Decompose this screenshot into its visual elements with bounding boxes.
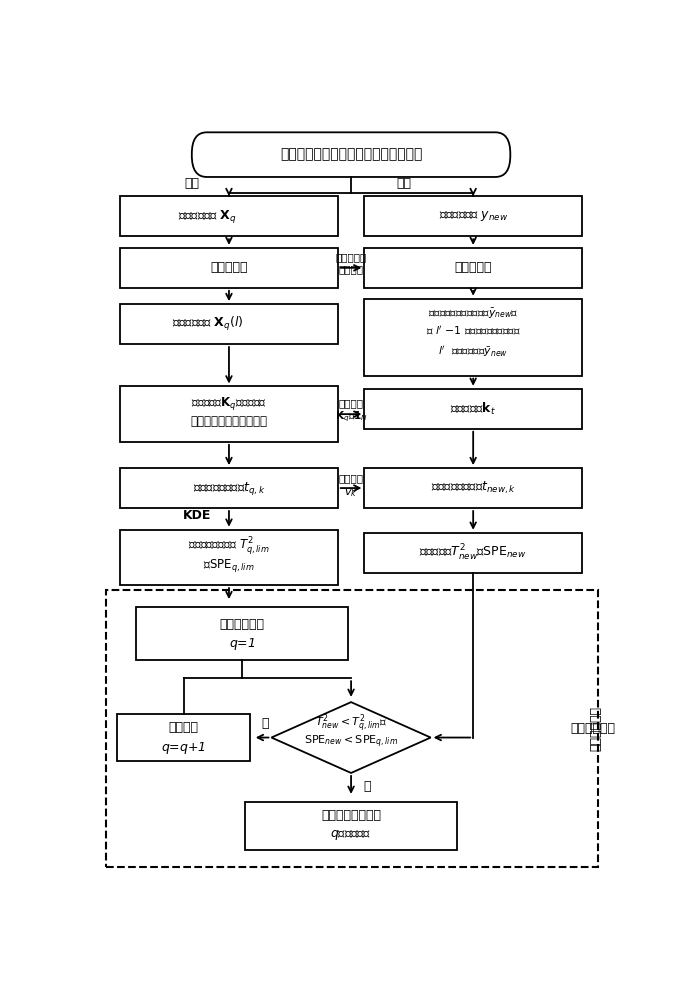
Text: 及$\mathrm{SPE}_{q,lim}$: 及$\mathrm{SPE}_{q,lim}$ — [203, 557, 255, 574]
Text: 标准化处理: 标准化处理 — [454, 261, 492, 274]
Bar — [120, 530, 338, 585]
Text: $\mathrm{SPE}_{new}<\mathrm{SPE}_{q,lim}$: $\mathrm{SPE}_{new}<\mathrm{SPE}_{q,lim}… — [304, 734, 398, 750]
Polygon shape — [271, 702, 431, 773]
Bar — [364, 389, 582, 429]
Text: 提取非线性主成分$t_{new,k}$: 提取非线性主成分$t_{new,k}$ — [431, 480, 516, 496]
Text: $q$=$q$+1: $q$=$q$+1 — [162, 740, 206, 756]
Text: 否: 否 — [261, 717, 269, 730]
Text: 前 $l'$ $-1$ 个数据构成窗口宽度为: 前 $l'$ $-1$ 个数据构成窗口宽度为 — [426, 325, 521, 337]
Bar — [120, 386, 338, 442]
Text: 标准化处理: 标准化处理 — [210, 261, 248, 274]
Bar — [105, 590, 599, 867]
FancyBboxPatch shape — [192, 132, 510, 177]
Text: $q$=1: $q$=1 — [229, 636, 256, 652]
Text: 流动状态判别: 流动状态判别 — [570, 722, 615, 735]
Text: 气液两相流流动过程状态测试数据获取: 气液两相流流动过程状态测试数据获取 — [280, 148, 422, 162]
Bar — [364, 299, 582, 376]
Bar — [364, 196, 582, 236]
Text: 不同模态数据 $\mathbf{X}_{q}$: 不同模态数据 $\mathbf{X}_{q}$ — [178, 208, 237, 225]
Text: $l'$  的新数据样本$\bar{y}_{new}$: $l'$ 的新数据样本$\bar{y}_{new}$ — [438, 344, 508, 359]
Bar — [120, 468, 338, 508]
Bar — [120, 196, 338, 236]
Text: 建模: 建模 — [184, 177, 199, 190]
Text: $T^2_{new}<T^2_{q,lim}$且: $T^2_{new}<T^2_{q,lim}$且 — [315, 713, 387, 735]
Text: 计算核矩阵$\mathbf{K}_q$并进行中心: 计算核矩阵$\mathbf{K}_q$并进行中心 — [191, 395, 267, 412]
Text: 构建增广矩阵 $\mathbf{X}_{q}(l)$: 构建增广矩阵 $\mathbf{X}_{q}(l)$ — [172, 315, 244, 333]
Bar — [364, 533, 582, 573]
Text: 获取当前数据 $y_{new}$: 获取当前数据 $y_{new}$ — [438, 209, 508, 223]
Bar — [364, 468, 582, 508]
Bar — [120, 304, 338, 344]
Text: $\mathbf{K}_q$和$\mathbf{1}_N$: $\mathbf{K}_q$和$\mathbf{1}_N$ — [335, 410, 367, 424]
Text: 当前流动状态为第: 当前流动状态为第 — [321, 809, 381, 822]
Text: 经标准化处理的当前数据$\bar{y}_{new}$与: 经标准化处理的当前数据$\bar{y}_{new}$与 — [428, 307, 519, 321]
Text: 是: 是 — [363, 780, 371, 793]
Text: 值和方差: 值和方差 — [338, 264, 364, 274]
Bar — [136, 607, 349, 660]
Text: $q$种流动状态: $q$种流动状态 — [330, 828, 372, 842]
Text: 流动状态判别: 流动状态判别 — [590, 706, 603, 751]
Bar — [118, 714, 250, 761]
Text: $v_k$: $v_k$ — [345, 487, 358, 499]
Text: 计算统计量$T^2_{new}$及$\mathrm{SPE}_{new}$: 计算统计量$T^2_{new}$及$\mathrm{SPE}_{new}$ — [419, 543, 527, 563]
Text: 计算核向量$\mathbf{k}_t$: 计算核向量$\mathbf{k}_t$ — [450, 401, 496, 417]
Text: 初始化模态值: 初始化模态值 — [220, 618, 264, 631]
Text: 监测: 监测 — [397, 177, 412, 190]
Text: 提取非线性主成分$t_{q,k}$: 提取非线性主成分$t_{q,k}$ — [192, 480, 265, 497]
Bar — [245, 802, 457, 850]
Text: 建模获取: 建模获取 — [338, 473, 364, 483]
Bar — [364, 248, 582, 288]
Text: 切换模态: 切换模态 — [169, 721, 199, 734]
Text: 建模获取均: 建模获取均 — [336, 252, 366, 262]
Text: 计算统计量控制限 $T^2_{q,lim}$: 计算统计量控制限 $T^2_{q,lim}$ — [188, 536, 270, 558]
Text: 建模获取: 建模获取 — [338, 398, 364, 408]
Text: 化处理和方差归一化处理: 化处理和方差归一化处理 — [190, 415, 267, 428]
Bar — [120, 248, 338, 288]
Text: KDE: KDE — [183, 509, 211, 522]
